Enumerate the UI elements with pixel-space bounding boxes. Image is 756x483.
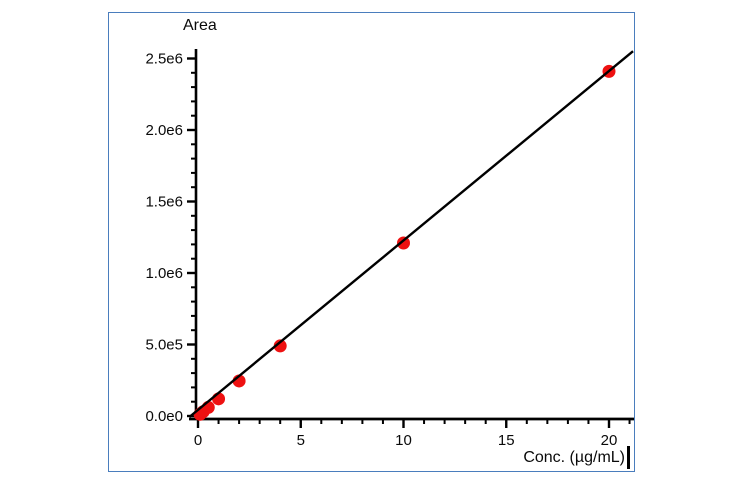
x-axis-title[interactable]: Conc. (µg/mL) (523, 448, 625, 466)
calibration-plot[interactable]: 0 5 10 15 20 0.0e0 5.0e5 1.0e6 1.5e6 2.0e6 2.5e6 (109, 13, 634, 471)
fit-line (188, 50, 634, 418)
y-tick-label: 0.0e0 (145, 408, 183, 425)
y-axis-title: Area (183, 17, 217, 34)
x-tick-label: 20 (601, 432, 618, 449)
x-tick-label: 15 (498, 432, 515, 449)
x-tick-label: 0 (194, 432, 202, 449)
x-axis-title-wrap: Conc. (µg/mL) (523, 446, 630, 469)
x-tick-label: 5 (297, 432, 305, 449)
x-tick-label: 10 (395, 432, 412, 449)
data-point[interactable] (397, 236, 410, 250)
calibration-chart-frame: 0 5 10 15 20 0.0e0 5.0e5 1.0e6 1.5e6 2.0e6 2.5e6 A… (108, 12, 635, 472)
y-tick-label: 5.0e5 (145, 337, 183, 354)
y-tick-label: 2.5e6 (145, 51, 183, 68)
data-point[interactable] (273, 339, 287, 353)
y-tick-label: 1.0e6 (145, 265, 183, 282)
text-cursor (627, 446, 630, 469)
y-tick-label: 2.0e6 (145, 122, 183, 139)
y-tick-label: 1.5e6 (145, 194, 183, 211)
